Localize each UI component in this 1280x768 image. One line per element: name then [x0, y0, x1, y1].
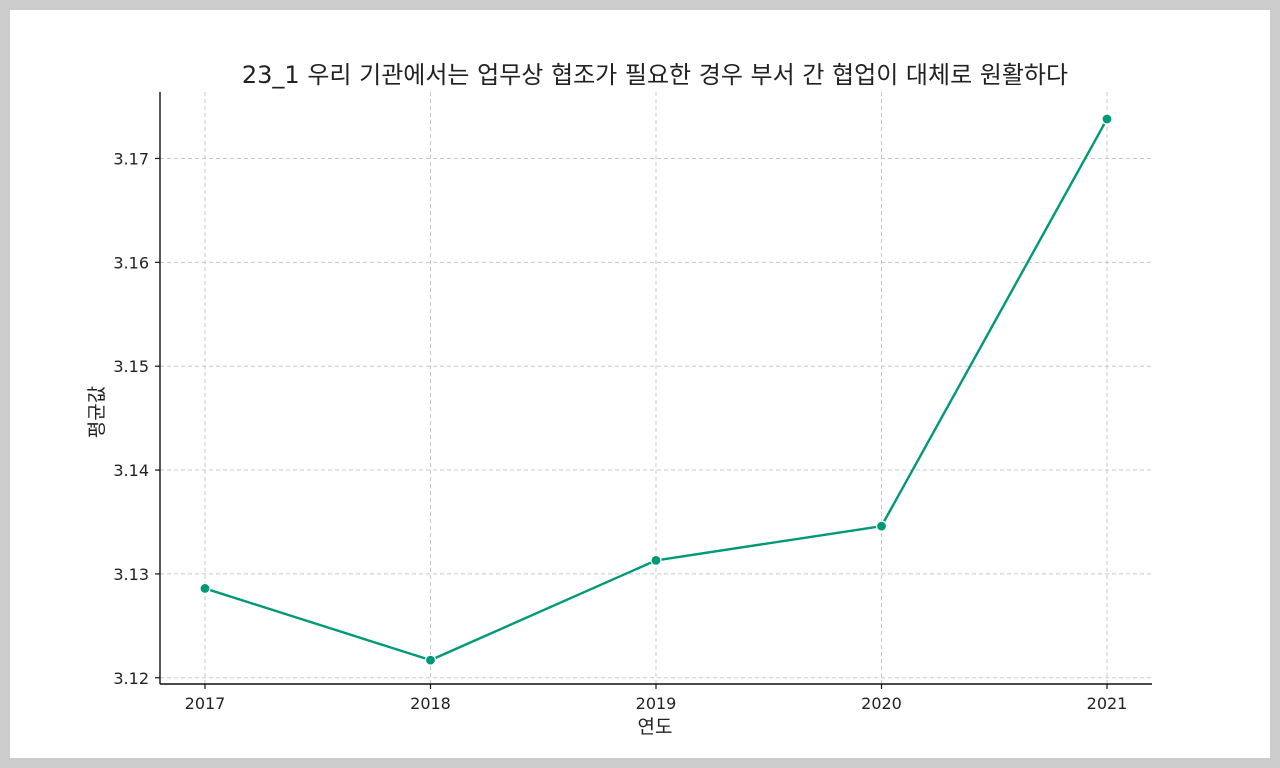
x-axis-label: 연도 [638, 716, 673, 738]
y-tick-label: 3.12 [113, 669, 149, 688]
line-chart: 23_1 우리 기관에서는 업무상 협조가 필요한 경우 부서 간 협업이 대체… [86, 61, 1152, 738]
chart-frame: 23_1 우리 기관에서는 업무상 협조가 필요한 경우 부서 간 협업이 대체… [10, 10, 1270, 758]
data-point [424, 654, 437, 666]
x-tick-label: 2018 [410, 694, 451, 713]
x-tick-label: 2017 [185, 694, 226, 713]
data-point [875, 520, 888, 532]
y-tick-label: 3.15 [113, 357, 149, 376]
y-axis-label: 평균값 [86, 386, 108, 438]
grid-layer [160, 92, 1152, 684]
x-tick-label: 2021 [1087, 694, 1128, 713]
y-tick-label: 3.14 [113, 461, 149, 480]
chart-title: 23_1 우리 기관에서는 업무상 협조가 필요한 경우 부서 간 협업이 대체… [242, 61, 1068, 89]
y-tick-label: 3.17 [113, 149, 149, 168]
data-point [199, 582, 211, 595]
data-point [1101, 113, 1113, 125]
axis-layer: 2017 2018 2019 2020 2021 3.12 3.13 3.14 3.15 3.16… [113, 92, 1152, 713]
y-tick-label: 3.16 [113, 253, 149, 272]
y-tick-label: 3.13 [113, 565, 149, 584]
data-point [650, 554, 662, 567]
series-layer [199, 113, 1113, 666]
x-tick-label: 2020 [861, 694, 902, 713]
x-tick-label: 2019 [636, 694, 677, 713]
